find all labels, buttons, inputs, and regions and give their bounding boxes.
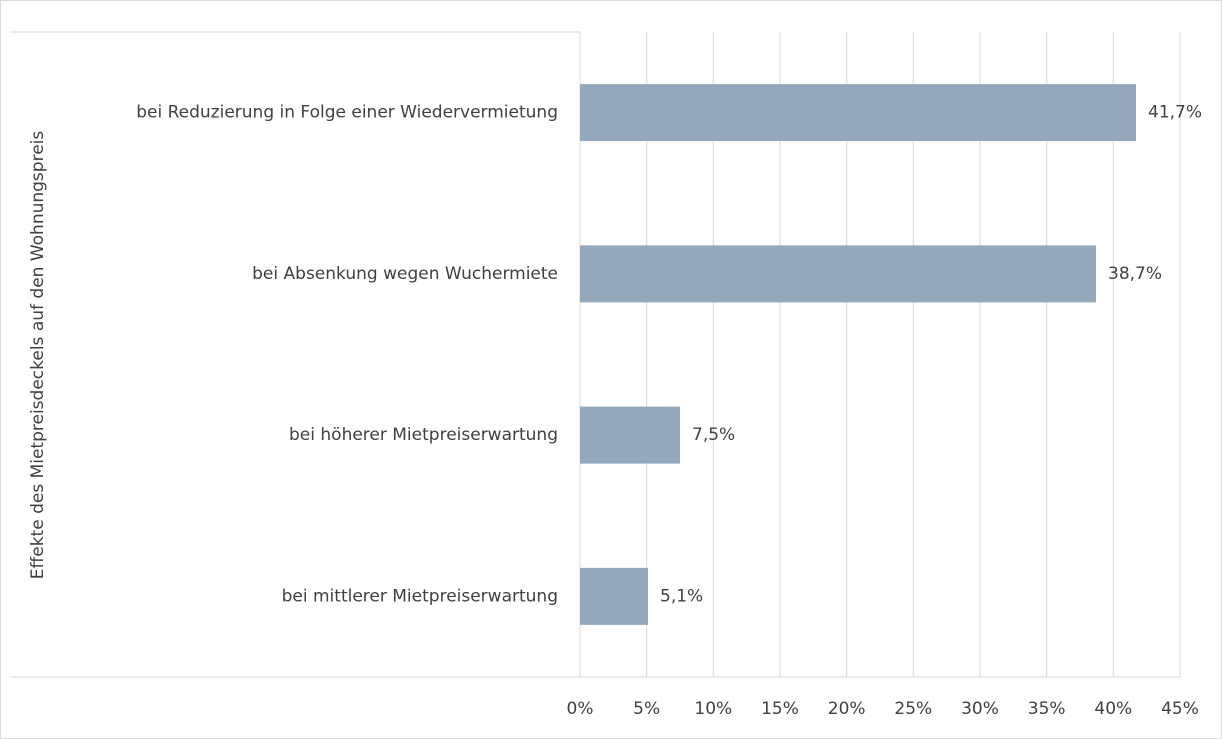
x-tick-label: 0%: [567, 699, 594, 719]
bar: [580, 84, 1136, 142]
x-tick-label: 35%: [1028, 699, 1066, 719]
y-axis-label: Effekte des Mietpreisdeckels auf den Woh…: [28, 131, 48, 580]
x-tick-label: 45%: [1161, 699, 1199, 719]
bar: [580, 245, 1096, 303]
x-tick-label: 5%: [633, 699, 660, 719]
x-tick-label: 25%: [894, 699, 932, 719]
x-tick-label: 15%: [761, 699, 799, 719]
y-tick-label: bei mittlerer Mietpreiserwartung: [282, 586, 558, 606]
data-label: 41,7%: [1148, 103, 1202, 123]
x-tick-label: 40%: [1094, 699, 1132, 719]
x-tick-label: 20%: [828, 699, 866, 719]
bar: [580, 406, 680, 464]
data-label: 7,5%: [692, 425, 735, 445]
data-label: 38,7%: [1108, 264, 1162, 284]
x-tick-label: 10%: [694, 699, 732, 719]
bar: [580, 567, 648, 625]
y-tick-label: bei höherer Mietpreiserwartung: [289, 425, 558, 445]
x-tick-label: 30%: [961, 699, 999, 719]
y-tick-label: bei Absenkung wegen Wuchermiete: [252, 264, 558, 284]
y-tick-label: bei Reduzierung in Folge einer Wiederver…: [136, 103, 558, 123]
data-label: 5,1%: [660, 586, 703, 606]
